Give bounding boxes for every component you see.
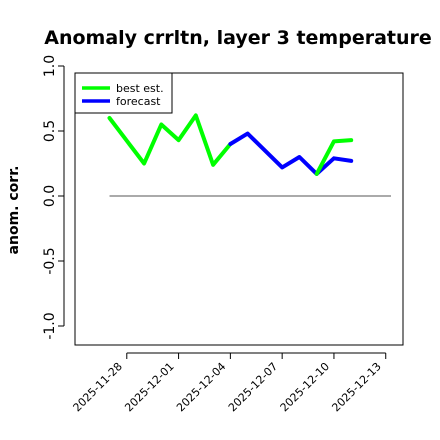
y-tick-label: 0.5	[42, 120, 58, 142]
chart-title: Anomaly crrltn, layer 3 temperature	[44, 27, 432, 49]
x-tick-label: 2025-12-04	[174, 360, 228, 414]
plot-frame	[74, 72, 404, 346]
x-tick-label: 2025-12-13	[329, 360, 383, 414]
x-tick-label: 2025-11-28	[71, 360, 125, 414]
x-tick-label: 2025-12-10	[278, 360, 332, 414]
y-axis-label: anom. corr.	[6, 166, 22, 255]
x-tick-label: 2025-12-01	[122, 360, 176, 414]
x-tick-label: 2025-12-07	[226, 360, 280, 414]
series-line-forecast	[228, 131, 354, 176]
legend-label-forecast: forecast	[116, 95, 161, 108]
y-tick-label: -0.5	[42, 247, 58, 274]
y-tick-label: 1.0	[42, 55, 58, 77]
legend: best est. forecast	[74, 72, 173, 114]
legend-label-best-est: best est.	[116, 82, 164, 95]
y-tick-label: -1.0	[42, 312, 58, 339]
series-line-best-est	[107, 113, 233, 167]
series-group	[107, 113, 354, 176]
y-tick-label: 0.0	[42, 185, 58, 207]
legend-box	[74, 72, 173, 114]
series-line-segment-2	[314, 138, 354, 176]
